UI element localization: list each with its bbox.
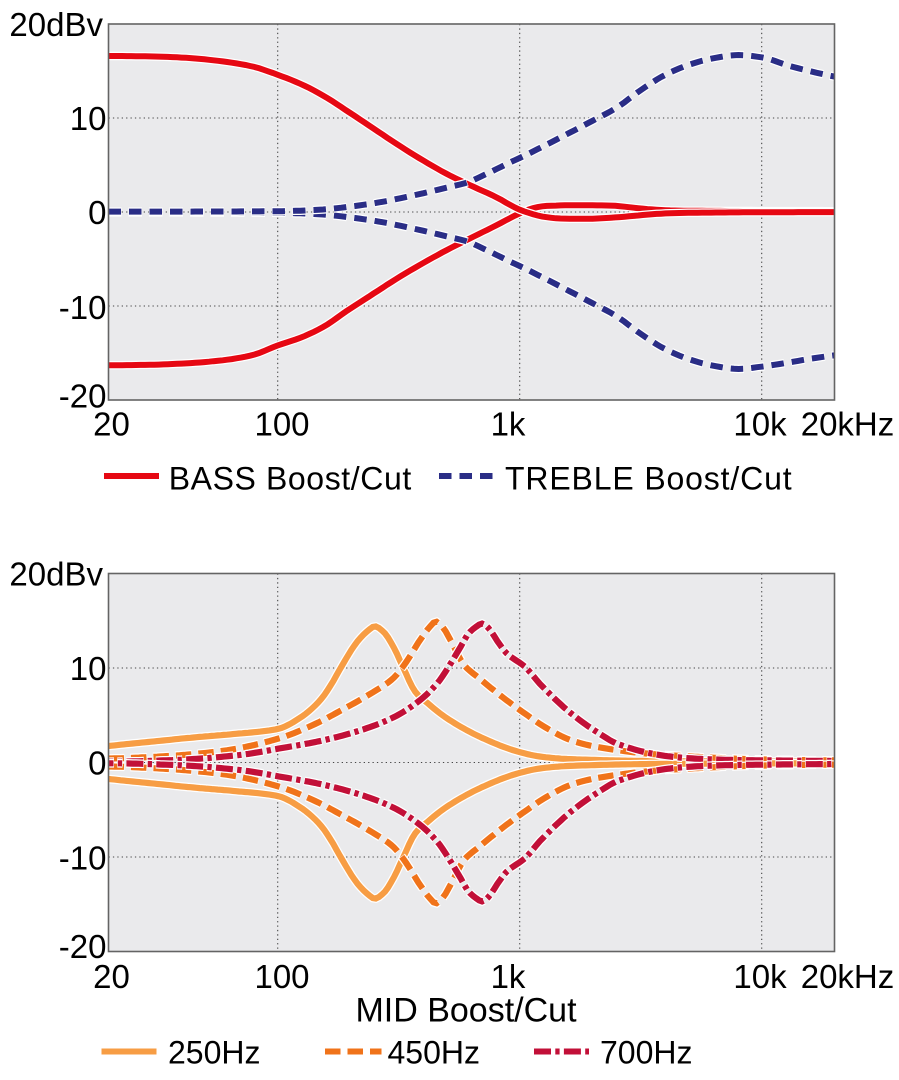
svg-text:10: 10 — [70, 100, 107, 137]
svg-text:20dBv: 20dBv — [9, 556, 103, 593]
svg-text:20: 20 — [93, 958, 130, 995]
svg-text:20dBv: 20dBv — [9, 6, 103, 43]
svg-text:10k: 10k — [733, 958, 787, 995]
svg-text:BASS Boost/Cut: BASS Boost/Cut — [169, 461, 412, 497]
svg-text:10k: 10k — [733, 406, 787, 443]
svg-text:1k: 1k — [491, 958, 526, 995]
svg-text:20kHz: 20kHz — [801, 958, 895, 995]
svg-text:TREBLE Boost/Cut: TREBLE Boost/Cut — [505, 461, 793, 497]
svg-text:-10: -10 — [59, 839, 107, 876]
svg-text:700Hz: 700Hz — [600, 1035, 693, 1071]
svg-text:250Hz: 250Hz — [168, 1035, 261, 1071]
svg-text:20kHz: 20kHz — [801, 406, 895, 443]
svg-text:-20: -20 — [59, 928, 107, 965]
svg-text:1k: 1k — [491, 406, 526, 443]
svg-text:450Hz: 450Hz — [388, 1035, 481, 1071]
svg-text:0: 0 — [88, 194, 106, 231]
svg-text:100: 100 — [254, 406, 309, 443]
svg-text:20: 20 — [93, 406, 130, 443]
svg-text:MID Boost/Cut: MID Boost/Cut — [355, 992, 577, 1030]
svg-text:-10: -10 — [59, 289, 107, 326]
svg-text:-20: -20 — [59, 377, 107, 414]
svg-text:0: 0 — [88, 744, 106, 781]
svg-text:10: 10 — [70, 650, 107, 687]
svg-text:100: 100 — [254, 958, 309, 995]
